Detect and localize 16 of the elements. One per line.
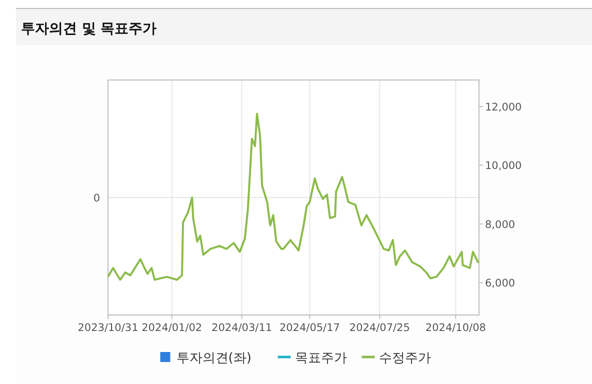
legend-label: 투자의견(좌) (176, 351, 252, 366)
legend-label: 목표주가 (294, 351, 347, 366)
chart-title: 투자의견 및 목표주가 (21, 21, 157, 37)
y2-tick-label: 12,000 (485, 101, 522, 114)
x-tick-label: 2024/10/08 (425, 322, 486, 334)
line-series (108, 112, 479, 281)
x-tick-label: 2024/05/17 (279, 322, 340, 334)
x-tick-label: 2024/01/02 (142, 322, 202, 334)
y2-tick-label: 6,000 (485, 278, 516, 290)
x-tick-label: 2024/03/11 (212, 322, 272, 334)
y2-tick-label: 10,000 (485, 160, 522, 172)
x-tick-label: 2024/07/25 (349, 322, 410, 334)
text: 0 (93, 192, 100, 204)
x-tick-label: 2023/10/31 (78, 322, 138, 334)
legend-label: 수정주가 (378, 351, 431, 366)
y2-tick-label: 8,000 (485, 218, 516, 231)
